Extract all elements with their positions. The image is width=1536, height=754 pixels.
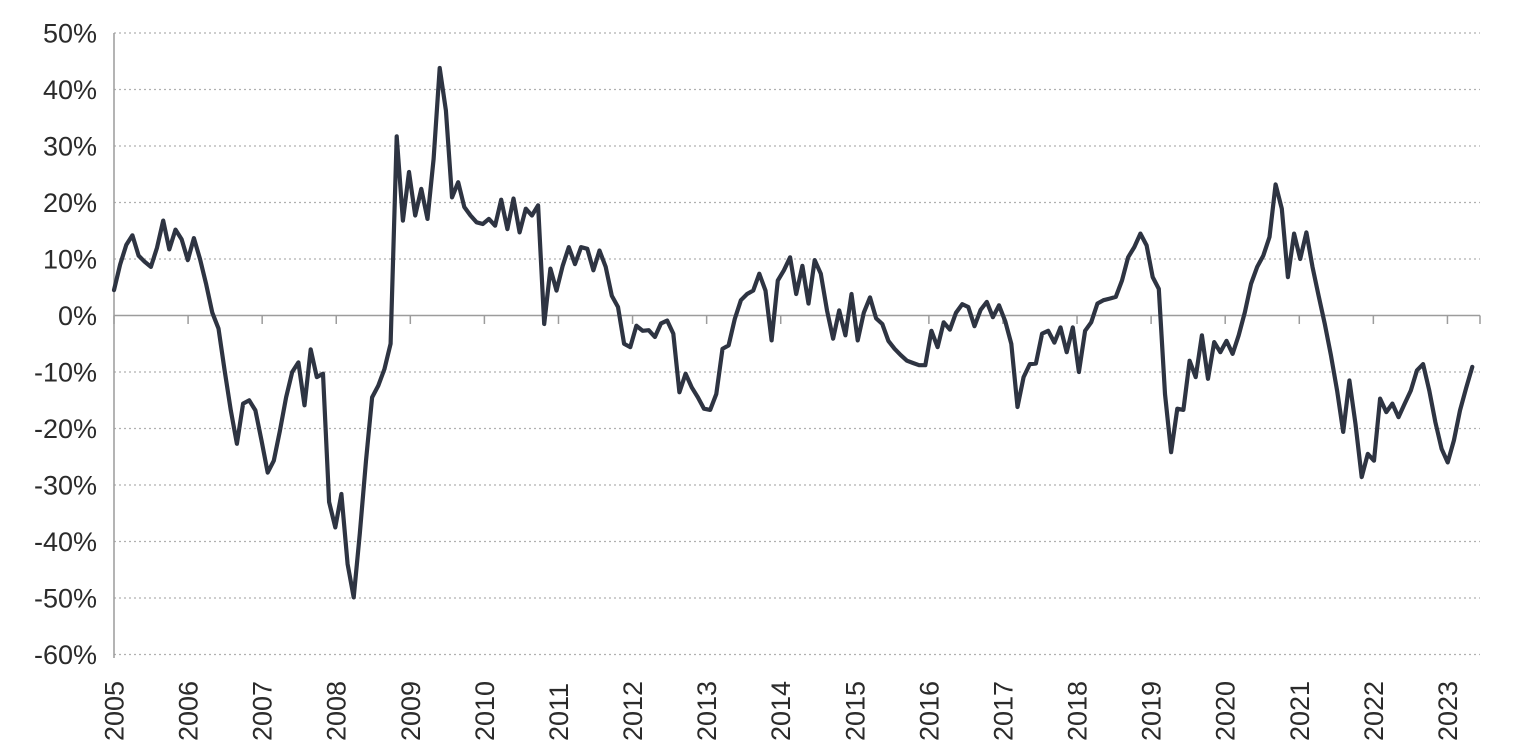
x-tick-label: 2014	[766, 681, 796, 741]
x-tick-label: 2007	[248, 681, 278, 741]
x-tick-marks	[113, 315, 1481, 324]
x-tick-label: 2013	[692, 681, 722, 741]
y-tick-label: -60%	[34, 640, 97, 670]
x-tick-label: 2022	[1359, 681, 1389, 741]
x-tick-label: 2021	[1285, 681, 1315, 741]
x-axis-labels: 2005 2006 2007 2008 2009 2010 2011 2012 2013 2014…	[100, 681, 1463, 741]
y-tick-label: 30%	[43, 132, 97, 162]
y-tick-label: 10%	[43, 245, 97, 275]
x-tick-label: 2006	[174, 681, 204, 741]
x-tick-label: 2017	[988, 681, 1018, 741]
y-tick-label: -20%	[34, 414, 97, 444]
series-line	[111, 65, 1475, 600]
x-tick-label: 2015	[840, 681, 870, 741]
x-tick-label: 2020	[1211, 681, 1241, 741]
gridlines	[114, 32, 1480, 656]
y-axis-labels: 50% 40% 30% 20% 10% 0% -10% -20% -30% -40% -50% -60…	[34, 19, 97, 671]
y-tick-label: 40%	[43, 75, 97, 105]
y-tick-label: 20%	[43, 188, 97, 218]
x-tick-label: 2018	[1063, 681, 1093, 741]
y-tick-label: 50%	[43, 19, 97, 49]
x-tick-label: 2009	[396, 681, 426, 741]
y-tick-label: -40%	[34, 527, 97, 557]
y-tick-label: -50%	[34, 584, 97, 614]
y-tick-label: -10%	[34, 358, 97, 388]
x-tick-label: 2016	[914, 681, 944, 741]
y-tick-label: -30%	[34, 471, 97, 501]
x-tick-label: 2010	[470, 681, 500, 741]
x-tick-label: 2008	[322, 681, 352, 741]
x-tick-label: 2011	[544, 683, 574, 741]
x-tick-label: 2012	[618, 681, 648, 741]
data-series	[111, 65, 1475, 600]
x-tick-label: 2019	[1137, 681, 1167, 741]
x-tick-label: 2023	[1433, 681, 1463, 741]
x-tick-label: 2005	[100, 681, 130, 741]
y-tick-label: 0%	[58, 301, 97, 331]
